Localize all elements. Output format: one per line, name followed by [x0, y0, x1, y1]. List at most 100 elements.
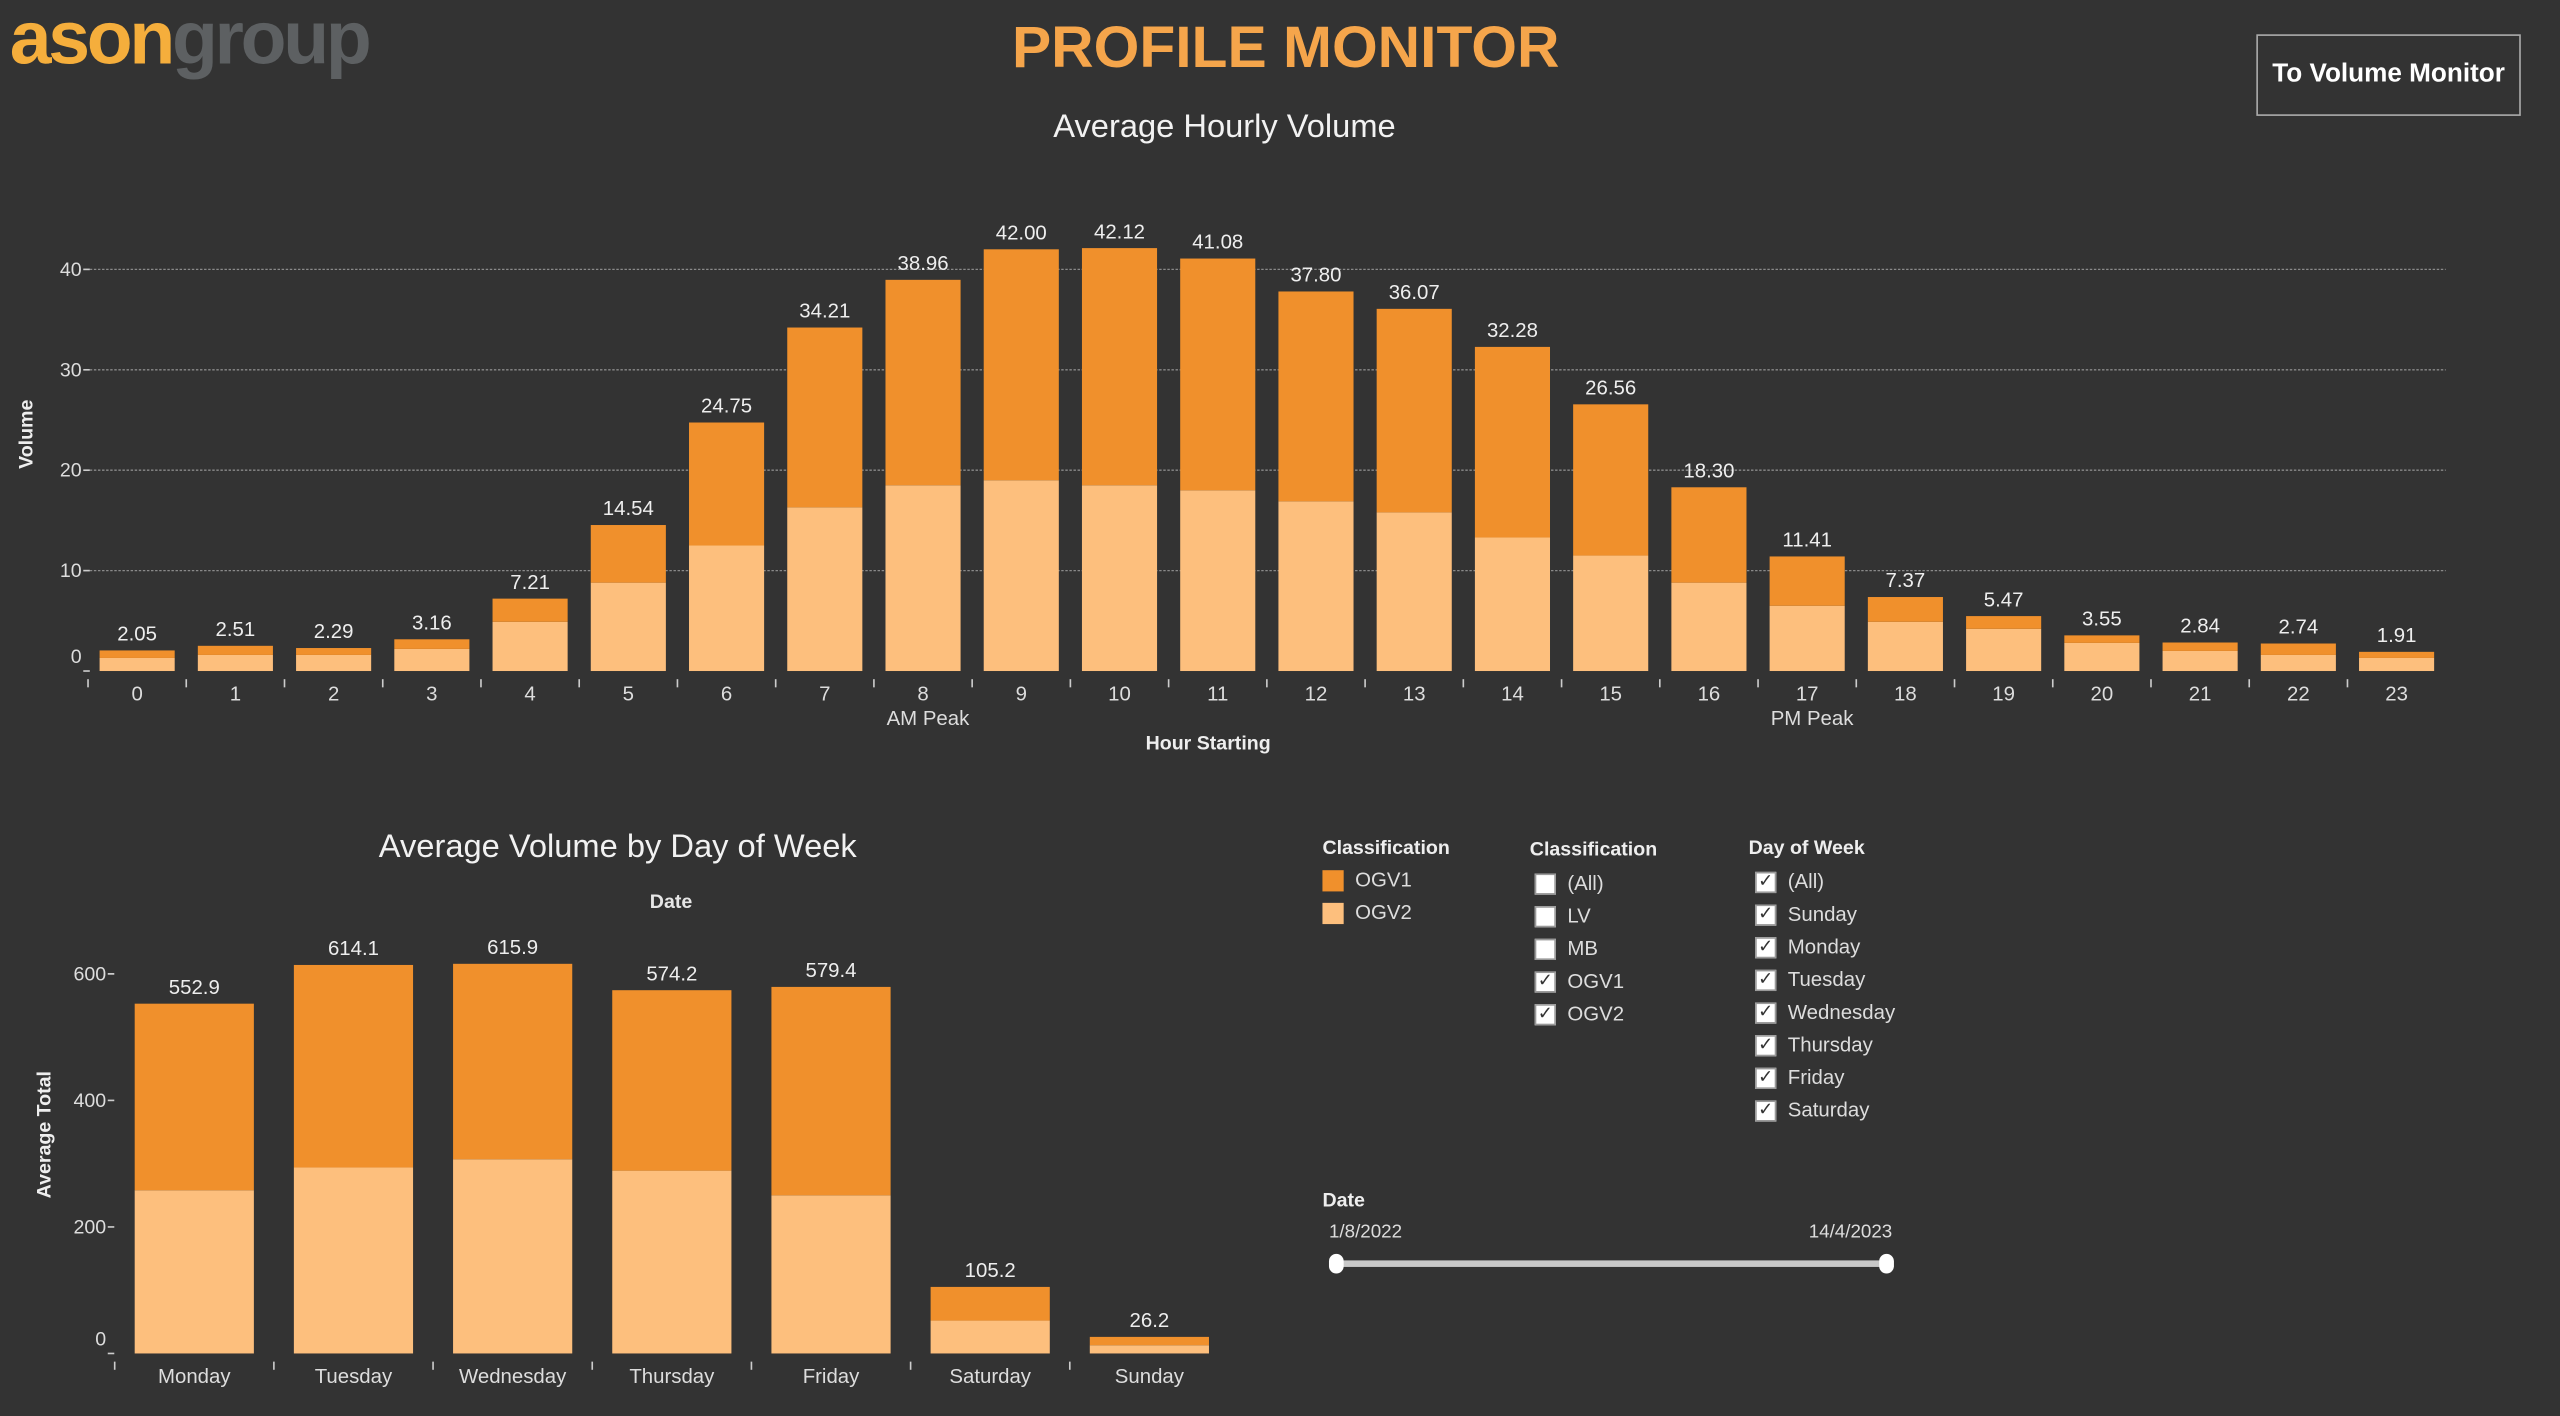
to-volume-monitor-button[interactable]: To Volume Monitor [2256, 34, 2521, 116]
page-title: PROFILE MONITOR [1011, 13, 1560, 80]
y-axis-title: Average Total [34, 1071, 56, 1198]
classification-filter: Classification (All) LV MB ✓ OGV1 ✓ OGV2 [1530, 838, 1657, 1031]
option-label: OGV1 [1355, 868, 1412, 892]
bar-ogv1 [197, 645, 273, 655]
bar-ogv1 [612, 990, 732, 1171]
x-tick-label: 20 [2091, 683, 2114, 705]
bar-ogv2 [134, 1190, 254, 1354]
data-label: 2.84 [2180, 616, 2220, 638]
checkbox[interactable]: ✓ [1755, 1001, 1777, 1023]
bar-ogv1 [2359, 651, 2435, 658]
data-label: 2.51 [216, 619, 256, 641]
bar-ogv2 [492, 621, 568, 672]
bar-ogv2 [1376, 512, 1452, 672]
x-tick-label: Thursday [629, 1366, 715, 1388]
option-label: Wednesday [1787, 1000, 1896, 1024]
bar-ogv2 [590, 582, 666, 672]
dow-chart-subtitle: Date [649, 889, 693, 913]
y-tick-label: 30 [60, 359, 82, 381]
option-label: MB [1567, 937, 1598, 960]
logo: asongroup [10, 0, 372, 82]
filter-option-friday[interactable]: ✓ Friday [1755, 1061, 1895, 1094]
filter-option-mb[interactable]: MB [1534, 932, 1657, 965]
data-label: 7.21 [510, 572, 550, 594]
checkbox[interactable]: ✓ [1534, 970, 1556, 992]
x-tick-label: 17 [1796, 683, 1819, 705]
option-label: Saturday [1787, 1098, 1870, 1122]
x-tick-label: 19 [1992, 683, 2015, 705]
bar-ogv2 [2162, 650, 2238, 672]
checkbox[interactable]: ✓ [1755, 903, 1777, 925]
bar-ogv1 [394, 639, 470, 649]
x-tick-label: 4 [524, 683, 535, 705]
data-label: 36.07 [1389, 282, 1440, 304]
bar-ogv2 [885, 485, 961, 672]
checkbox[interactable]: ✓ [1755, 968, 1777, 991]
bar-ogv2 [2064, 642, 2140, 672]
checkbox[interactable] [1534, 905, 1556, 927]
y-tick-label: 40 [60, 259, 82, 281]
date-slider-track[interactable] [1338, 1260, 1894, 1267]
y-tick-label: 0 [95, 1328, 106, 1350]
filter-option-ogv2[interactable]: ✓ OGV2 [1534, 998, 1657, 1031]
bar-ogv2 [1180, 490, 1256, 672]
hourly-volume-chart: 0 10 20 30 40 Volume 2.05 0 2.51 1 2.29 2 3.16 3 7.21 4… [16, 221, 2446, 754]
date-slider-end-handle[interactable] [1879, 1253, 1894, 1274]
filter-option-monday[interactable]: ✓ Monday [1755, 931, 1895, 964]
filter-option-lv[interactable]: LV [1534, 900, 1657, 933]
data-label: 32.28 [1487, 320, 1538, 342]
checkbox[interactable]: ✓ [1534, 1003, 1556, 1025]
bar-ogv2 [689, 545, 765, 672]
color-swatch [1322, 869, 1344, 891]
data-label: 615.9 [487, 937, 538, 959]
filter-option-tuesday[interactable]: ✓ Tuesday [1755, 963, 1895, 996]
option-label: OGV1 [1567, 969, 1625, 993]
bar-ogv2 [612, 1170, 732, 1354]
bar-ogv2 [2260, 654, 2336, 672]
data-label: 11.41 [1782, 530, 1832, 552]
filter-option-thursday[interactable]: ✓ Thursday [1755, 1029, 1895, 1062]
checkbox[interactable] [1534, 872, 1556, 894]
filter-option-all[interactable]: (All) [1534, 867, 1657, 900]
y-tick-label: 0 [71, 646, 82, 668]
option-label: Friday [1787, 1066, 1845, 1089]
checkbox[interactable]: ✓ [1755, 1034, 1777, 1056]
data-label: 1.91 [2377, 625, 2417, 647]
bar-ogv1 [1180, 258, 1256, 491]
data-label: 614.1 [328, 938, 379, 960]
x-tick-label: 23 [2385, 683, 2408, 705]
x-axis-title: Hour Starting [1146, 732, 1271, 754]
data-label: 2.05 [117, 624, 157, 646]
x-tick-label: Tuesday [315, 1366, 393, 1388]
filter-option-wednesday[interactable]: ✓ Wednesday [1755, 996, 1895, 1029]
bar-ogv1 [1867, 597, 1943, 622]
data-label: 26.2 [1130, 1310, 1170, 1332]
checkbox[interactable]: ✓ [1755, 936, 1777, 958]
legend-title: Classification [1322, 835, 1450, 859]
data-label: 574.2 [646, 963, 697, 985]
x-tick-label: 9 [1016, 683, 1027, 705]
filter-option-sunday[interactable]: ✓ Sunday [1755, 898, 1895, 931]
x-tick-label: 22 [2287, 683, 2310, 705]
bar-ogv1 [134, 1003, 254, 1191]
bar-ogv1 [1089, 1336, 1209, 1346]
data-label: 24.75 [701, 396, 752, 418]
checkbox[interactable]: ✓ [1755, 1099, 1777, 1121]
data-label: 41.08 [1192, 232, 1243, 254]
bar-ogv1 [771, 986, 891, 1196]
x-tick-label: 3 [426, 683, 437, 705]
filter-option-saturday[interactable]: ✓ Saturday [1755, 1094, 1895, 1127]
data-label: 42.12 [1094, 221, 1145, 243]
filter-option-all[interactable]: ✓ (All) [1755, 865, 1895, 898]
x-tick-label: 11 [1207, 683, 1228, 705]
y-tick-label: 200 [73, 1216, 106, 1238]
option-label: LV [1567, 904, 1591, 928]
checkbox[interactable]: ✓ [1755, 1066, 1777, 1089]
bar-ogv2 [983, 480, 1059, 672]
checkbox[interactable] [1534, 937, 1556, 960]
date-slider-start-handle[interactable] [1328, 1253, 1344, 1274]
checkbox[interactable]: ✓ [1755, 871, 1777, 893]
filter-option-ogv1[interactable]: ✓ OGV1 [1534, 965, 1657, 998]
bar-ogv2 [293, 1167, 414, 1354]
classification-filter-title: Classification [1529, 837, 1658, 861]
